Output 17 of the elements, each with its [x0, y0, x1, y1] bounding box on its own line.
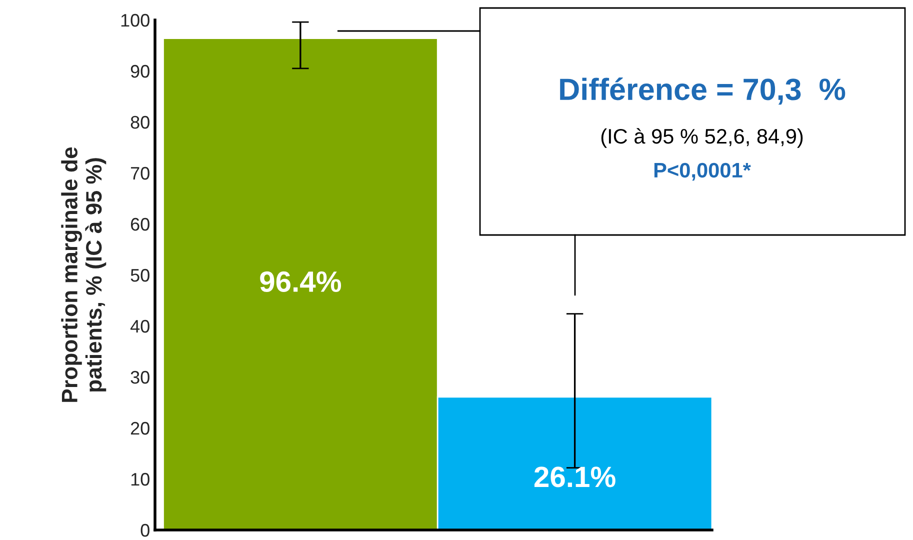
y-tick-label: 60 [130, 218, 150, 231]
y-tick-label: 0 [140, 524, 150, 537]
data-label: 26.1% [534, 466, 616, 488]
y-tick-label: 10 [131, 472, 150, 486]
y-tick-label: 90 [130, 64, 150, 78]
y-tick-label: 20 [130, 422, 150, 435]
y-tick-label: 40 [130, 320, 150, 333]
y-axis-title: Proportion marginale de patients, % (IC à 95 %) [61, 147, 106, 402]
y-tick-label: 70 [130, 166, 150, 180]
y-tick-label: 80 [130, 116, 150, 129]
annotation: (IC à 95 % 52,6, 84,9) [601, 128, 803, 148]
y-tick-label: 30 [130, 370, 150, 384]
y-tick-label: 100 [121, 14, 150, 27]
y-tick-label: 50 [130, 268, 150, 282]
data-label: 96.4% [260, 271, 342, 292]
annotation: Différence = 70,3 % [560, 77, 846, 105]
annotation: P<0,0001* [654, 162, 751, 181]
